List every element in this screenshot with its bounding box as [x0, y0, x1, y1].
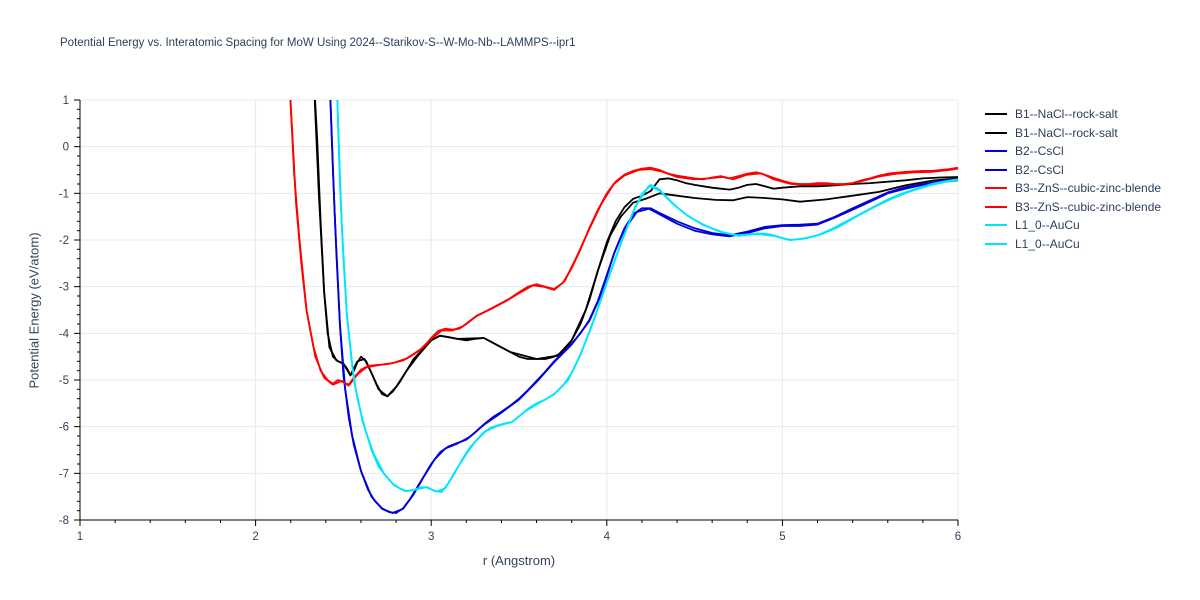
legend-line-swatch [985, 187, 1007, 190]
svg-text:-8: -8 [59, 515, 69, 527]
legend-line-swatch [985, 168, 1007, 171]
legend-item: B2--CsCl [985, 161, 1161, 180]
svg-text:-6: -6 [59, 422, 69, 434]
series-paths [289, 100, 958, 514]
tick-labels: 1 2 3 4 5 6 -8 -7 -6 -5 -4 -3 -2 -1 0 1 [59, 95, 961, 543]
legend: B1--NaCl--rock-salt B1--NaCl--rock-salt B2… [985, 105, 1161, 253]
legend-label: L1_0--AuCu [1015, 236, 1080, 251]
legend-label: B2--CsCl [1015, 162, 1064, 177]
series-line [336, 100, 958, 493]
legend-line-swatch [985, 224, 1007, 227]
legend-item: L1_0--AuCu [985, 216, 1161, 235]
legend-label: B3--ZnS--cubic-zinc-blende [1015, 199, 1162, 214]
legend-item: B2--CsCl [985, 142, 1161, 161]
legend-line-swatch [985, 131, 1007, 134]
svg-text:4: 4 [604, 531, 611, 543]
legend-label: B3--ZnS--cubic-zinc-blende [1015, 181, 1162, 196]
svg-text:5: 5 [779, 531, 785, 543]
svg-text:2: 2 [252, 531, 258, 543]
legend-line-swatch [985, 205, 1007, 208]
legend-item: B1--NaCl--rock-salt [985, 105, 1161, 124]
legend-label: B2--CsCl [1015, 144, 1064, 159]
svg-text:-7: -7 [59, 468, 69, 480]
series-line [289, 100, 958, 387]
legend-item: B3--ZnS--cubic-zinc-blende [985, 179, 1161, 198]
legend-label: B1--NaCl--rock-salt [1015, 125, 1118, 140]
legend-line-swatch [985, 242, 1007, 245]
svg-text:-4: -4 [59, 328, 70, 340]
series-line [336, 100, 958, 493]
axes [74, 99, 959, 526]
legend-line-swatch [985, 113, 1007, 116]
svg-text:-2: -2 [59, 235, 69, 247]
svg-text:1: 1 [77, 531, 83, 543]
series-line [329, 100, 958, 514]
svg-text:-5: -5 [59, 375, 69, 387]
svg-text:-1: -1 [59, 188, 69, 200]
svg-text:6: 6 [955, 531, 961, 543]
svg-text:-3: -3 [59, 282, 69, 294]
legend-label: L1_0--AuCu [1015, 218, 1080, 233]
legend-item: L1_0--AuCu [985, 235, 1161, 254]
x-axis-label: r (Angstrom) [482, 553, 556, 568]
y-axis-label: Potential Energy (eV/atom) [26, 232, 42, 389]
legend-item: B3--ZnS--cubic-zinc-blende [985, 198, 1161, 217]
series-line [313, 100, 958, 398]
legend-label: B1--NaCl--rock-salt [1015, 107, 1118, 122]
svg-text:0: 0 [63, 142, 69, 154]
svg-text:1: 1 [63, 95, 69, 107]
series-line [329, 100, 958, 514]
series-line [314, 100, 958, 398]
legend-line-swatch [985, 150, 1007, 153]
svg-text:3: 3 [428, 531, 434, 543]
gridlines [79, 99, 959, 521]
legend-item: B1--NaCl--rock-salt [985, 124, 1161, 143]
chart-title: Potential Energy vs. Interatomic Spacing… [60, 37, 576, 49]
